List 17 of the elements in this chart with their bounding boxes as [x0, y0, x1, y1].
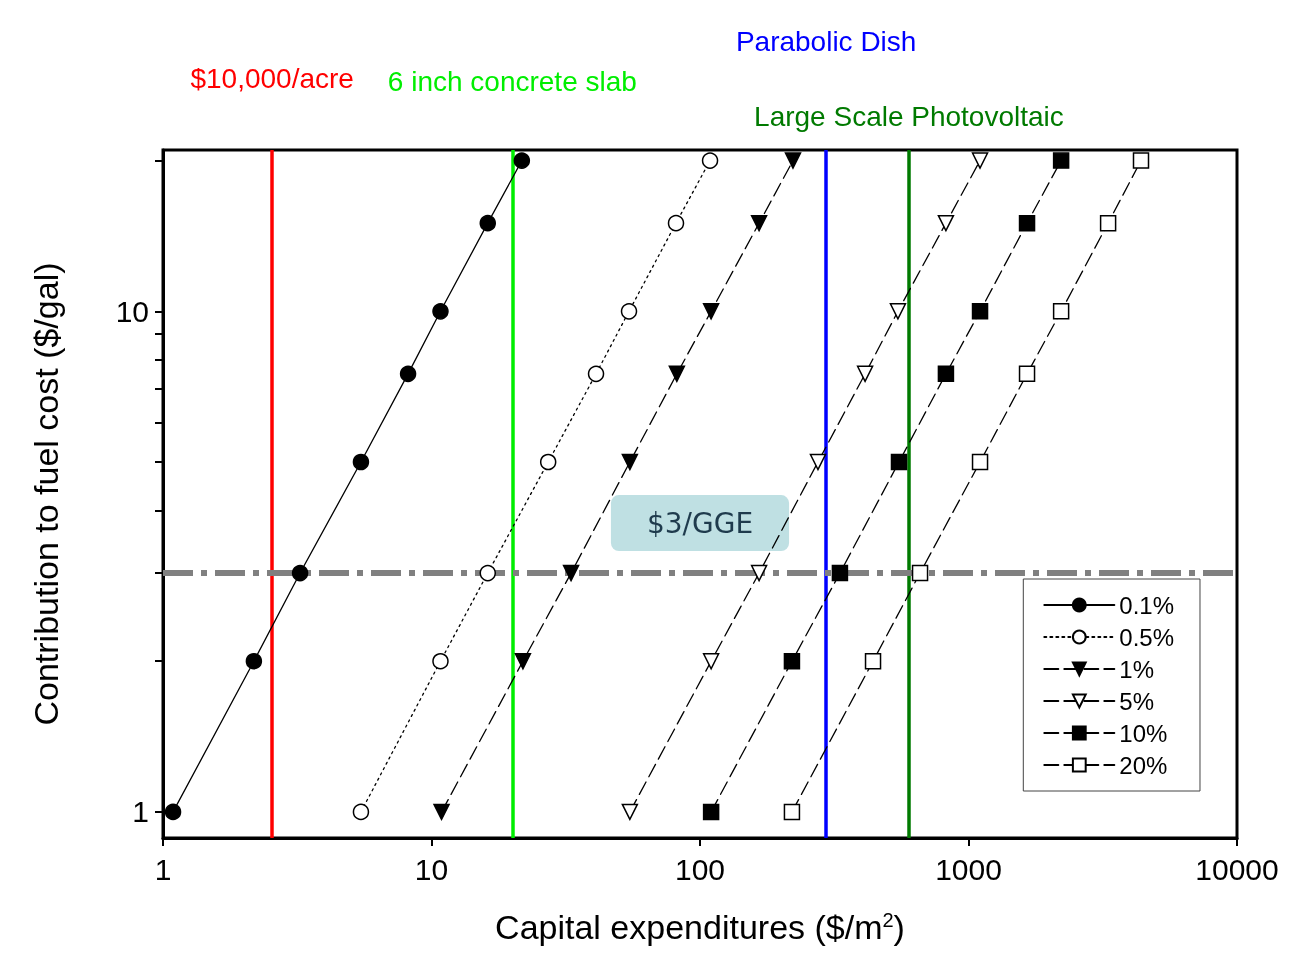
legend-label: 1%	[1119, 655, 1154, 683]
legend-label: 20%	[1119, 751, 1168, 779]
legend-label: 0.5%	[1119, 623, 1174, 651]
x-tick-label: 1000	[935, 852, 1002, 886]
ref-line-label: Parabolic Dish	[735, 25, 917, 57]
ref-line-label: 6 inch concrete slab	[387, 65, 637, 97]
legend-label: 0.1%	[1119, 591, 1174, 619]
x-tick-label: 100	[674, 852, 726, 886]
ref-line-label: Large Scale Photovoltaic	[754, 100, 1064, 132]
x-tick-label: 10	[414, 852, 449, 886]
legend-label: 5%	[1119, 687, 1154, 715]
ref-line-label: $10,000/acre	[190, 62, 354, 94]
x-tick-label: 10000	[1195, 852, 1279, 886]
legend-label: 10%	[1119, 719, 1168, 747]
ref-line-label: $3/GGE	[646, 506, 754, 540]
y-axis-title: Contribution to fuel cost ($/gal)	[27, 262, 65, 726]
x-tick-label: 1	[154, 852, 172, 886]
